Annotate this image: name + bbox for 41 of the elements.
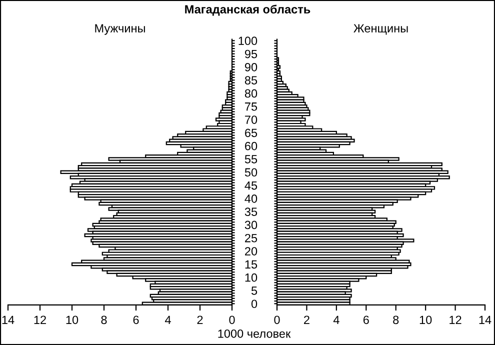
x-tick-label: 2 bbox=[197, 316, 203, 324]
x-tick-label: 6 bbox=[133, 316, 139, 324]
y-tick-label: 25 bbox=[245, 234, 258, 242]
y-tick-label: 10 bbox=[245, 273, 258, 282]
x-tick-label: 14 bbox=[479, 316, 492, 324]
y-tick-label: 80 bbox=[244, 89, 258, 98]
y-tick-label: 60 bbox=[245, 142, 258, 150]
y-tick-label: 100 bbox=[238, 36, 258, 46]
y-tick-label: 35 bbox=[244, 208, 258, 216]
y-tick-label: 45 bbox=[244, 181, 258, 190]
x-tick-label: 8 bbox=[393, 316, 399, 324]
y-tick-label: 55 bbox=[244, 155, 258, 164]
y-tick-label: 30 bbox=[244, 220, 258, 230]
x-tick-label: 4 bbox=[333, 316, 340, 324]
y-tick-label: 20 bbox=[245, 247, 258, 256]
x-tick-label: 10 bbox=[66, 316, 78, 324]
x-tick-label: 12 bbox=[450, 316, 462, 324]
x-tick-label: 4 bbox=[164, 316, 171, 324]
y-tick-label: 95 bbox=[244, 50, 258, 58]
x-tick-label: 8 bbox=[101, 316, 107, 324]
y-tick-label: 70 bbox=[245, 116, 258, 124]
x-tick-label: 0 bbox=[274, 316, 280, 324]
y-tick-label: 15 bbox=[245, 260, 258, 269]
chart-subtitle: Мужчины bbox=[95, 24, 145, 35]
x-tick-label: 6 bbox=[363, 316, 369, 324]
y-tick-label: 75 bbox=[245, 102, 258, 111]
y-tick-label: 0 bbox=[251, 300, 258, 308]
chart-title: Магаданская область bbox=[185, 4, 310, 16]
y-tick-label: 40 bbox=[244, 194, 258, 203]
x-tick-label: 12 bbox=[34, 316, 46, 324]
x-tick-label: 10 bbox=[420, 316, 432, 324]
y-tick-label: 50 bbox=[244, 168, 258, 177]
y-tick-label: 65 bbox=[245, 128, 258, 138]
x-tick-label: 2 bbox=[304, 316, 310, 324]
x-axis-title: 1000 человек bbox=[218, 329, 291, 338]
y-tick-label: 5 bbox=[251, 286, 258, 295]
y-tick-label: 85 bbox=[244, 76, 258, 84]
x-tick-label: 14 bbox=[2, 316, 14, 324]
chart-subtitle: Женщины bbox=[354, 24, 408, 35]
y-tick-label: 90 bbox=[244, 62, 258, 72]
x-tick-label: 0 bbox=[229, 316, 235, 324]
